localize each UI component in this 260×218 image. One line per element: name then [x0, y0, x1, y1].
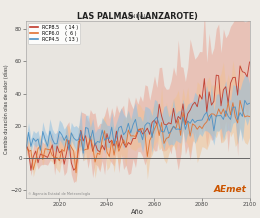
Legend: RCP8.5    ( 14 ), RCP6.0    (  6 ), RCP4.5    ( 13 ): RCP8.5 ( 14 ), RCP6.0 ( 6 ), RCP4.5 ( 13… — [28, 23, 80, 44]
Title: LAS PALMAS (LANZAROTE): LAS PALMAS (LANZAROTE) — [77, 12, 198, 21]
Y-axis label: Cambio duración olas de calor (días): Cambio duración olas de calor (días) — [3, 65, 9, 154]
Text: AEmet: AEmet — [213, 186, 246, 194]
X-axis label: Año: Año — [131, 209, 144, 215]
Text: ANUAL: ANUAL — [128, 14, 148, 19]
Text: © Agencia Estatal de Meteorología: © Agencia Estatal de Meteorología — [28, 192, 90, 196]
